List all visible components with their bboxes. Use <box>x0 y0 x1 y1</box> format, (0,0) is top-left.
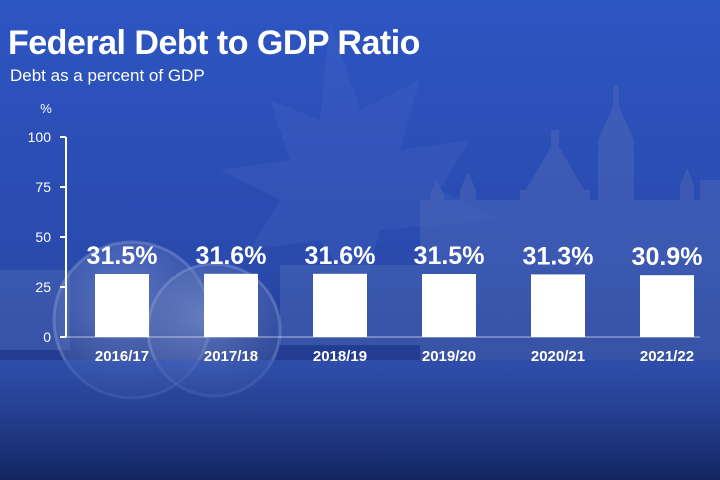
data-label: 31.6% <box>305 242 376 270</box>
x-tick-label: 2017/18 <box>204 348 258 365</box>
chart-subtitle: Debt as a percent of GDP <box>10 66 205 85</box>
y-tick-label: 75 <box>35 179 51 195</box>
data-label: 31.5% <box>87 242 158 270</box>
x-tick-label: 2021/22 <box>640 348 694 365</box>
x-tick-label: 2018/19 <box>313 348 367 365</box>
bar-2019-20 <box>422 274 476 337</box>
bar-2017-18 <box>204 273 258 337</box>
bar-2020-21 <box>531 274 585 337</box>
data-label: 31.3% <box>523 242 594 270</box>
y-tick-label: 25 <box>35 279 51 295</box>
data-label: 31.6% <box>196 242 267 270</box>
x-tick-label: 2020/21 <box>531 348 585 365</box>
maple-leaf-watermark <box>220 20 500 300</box>
bar-2021-22 <box>640 275 694 337</box>
y-axis-unit-label: % <box>40 101 52 116</box>
water-reflection <box>0 360 720 480</box>
x-tick-label: 2019/20 <box>422 348 476 365</box>
bar-2018-19 <box>313 273 367 337</box>
y-tick-label: 0 <box>43 329 51 345</box>
y-tick-label: 100 <box>28 129 52 145</box>
chart-title: Federal Debt to GDP Ratio <box>8 24 420 62</box>
x-tick-label: 2016/17 <box>95 348 149 365</box>
y-tick-label: 50 <box>35 229 51 245</box>
bar-2016-17 <box>95 274 149 337</box>
data-label: 30.9% <box>632 243 703 271</box>
data-label: 31.5% <box>414 242 485 270</box>
